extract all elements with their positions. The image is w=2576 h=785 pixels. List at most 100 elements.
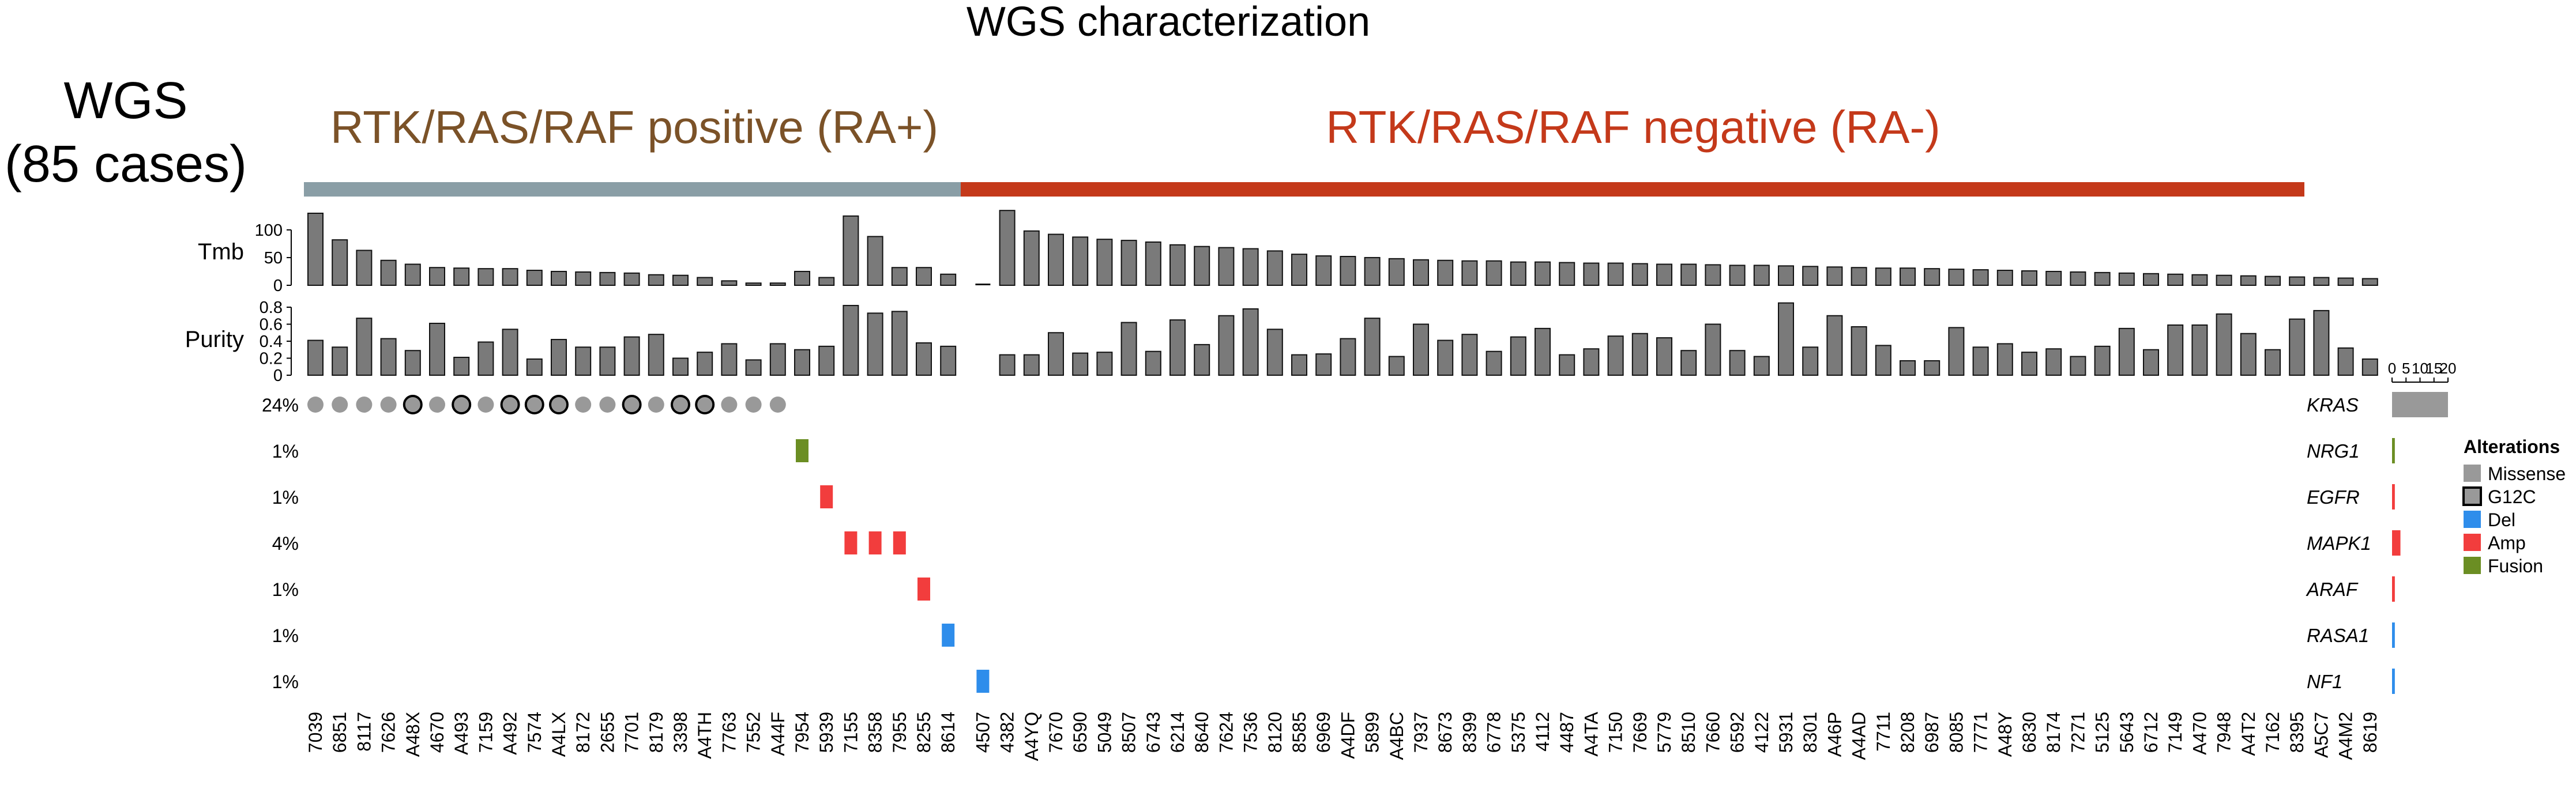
cohort-label-line1: WGS <box>64 72 188 130</box>
tmb-bar <box>1729 265 1746 286</box>
g12c-marker <box>524 395 544 414</box>
purity-bar <box>1631 333 1648 376</box>
purity-bar <box>2337 347 2354 376</box>
sample-label: A46P <box>1824 712 1845 757</box>
purity-bar <box>1583 348 1600 376</box>
sample-label: 5939 <box>816 712 837 753</box>
tmb-bar <box>307 213 324 286</box>
tmb-bar <box>1461 260 1478 286</box>
gene-percent-label: 1% <box>272 487 299 508</box>
purity-bar <box>1510 336 1526 376</box>
purity-bar <box>794 349 810 376</box>
tmb-bar <box>1486 260 1502 286</box>
tmb-bar <box>404 263 421 286</box>
legend-label-fusion: Fusion <box>2488 556 2543 576</box>
sample-label: 7626 <box>378 712 399 753</box>
purity-bar <box>1948 327 1965 376</box>
purity-bar <box>1388 356 1405 376</box>
tmb-bar <box>551 270 567 286</box>
missense-marker <box>356 397 373 413</box>
sample-label: 8619 <box>2360 712 2381 753</box>
sample-label: A4AD <box>1849 712 1870 760</box>
sample-label: 8510 <box>1678 712 1699 753</box>
purity-bar <box>1535 327 1551 376</box>
sample-label: 8358 <box>865 712 886 753</box>
sample-label: A492 <box>500 712 521 755</box>
purity-bar <box>1218 315 1235 376</box>
sample-label: 3398 <box>670 712 691 753</box>
gene-name-label: NF1 <box>2307 671 2342 692</box>
tmb-bar <box>599 271 616 286</box>
purity-axis: 00.20.40.60.8 <box>260 299 292 385</box>
purity-bar <box>1291 354 1307 376</box>
purity-bar <box>1559 354 1575 376</box>
g12c-marker <box>452 395 472 414</box>
count-axis-tick-label: 0 <box>2388 360 2396 377</box>
tmb-bar <box>940 273 957 286</box>
tmb-bar <box>1169 244 1186 286</box>
sample-label: 8255 <box>913 712 934 753</box>
tmb-bar <box>477 268 494 286</box>
tmb-bar <box>526 270 543 286</box>
gene-count-bar <box>2392 392 2448 417</box>
purity-bar <box>1924 360 1941 376</box>
tmb-bar <box>2313 277 2330 286</box>
purity-bar <box>1996 343 2013 376</box>
sample-label: 7039 <box>305 712 326 753</box>
gene-percent-label: 1% <box>272 441 299 462</box>
purity-bar <box>2240 333 2257 376</box>
tmb-bar <box>1778 265 1794 286</box>
purity-bar <box>648 334 664 376</box>
legend-swatch-missense <box>2464 465 2481 482</box>
sample-label: A48Y <box>1995 712 2015 757</box>
legend-label-missense: Missense <box>2488 463 2566 484</box>
tmb-bar <box>1996 270 2013 286</box>
purity-bar <box>818 345 835 376</box>
purity-bar <box>1486 350 1502 376</box>
missense-marker <box>307 397 324 413</box>
tmb-bar <box>1218 247 1235 286</box>
sample-label: A4T2 <box>2238 712 2259 756</box>
tmb-bar <box>1753 265 1770 286</box>
sample-label: 8174 <box>2043 712 2064 753</box>
tmb-bar <box>1826 266 1843 286</box>
del-marker <box>976 670 990 693</box>
tmb-track-label: Tmb <box>198 239 244 265</box>
purity-bar <box>2313 310 2330 376</box>
sample-label: 8085 <box>1946 712 1966 753</box>
purity-bar <box>477 341 494 376</box>
sample-label: 8301 <box>1800 712 1821 753</box>
tmb-bar <box>1583 262 1600 286</box>
purity-bar <box>1364 318 1381 376</box>
count-axis-tick-label: 10 <box>2412 360 2428 377</box>
purity-bar <box>2143 349 2159 376</box>
sample-label: 6590 <box>1070 712 1090 753</box>
tmb-bar <box>1266 250 1283 286</box>
purity-bar <box>356 318 373 376</box>
tmb-bar <box>2265 275 2281 286</box>
sample-label: 5049 <box>1094 712 1115 753</box>
purity-bar <box>1753 356 1770 376</box>
purity-bar <box>843 305 859 376</box>
tmb-bar <box>1559 262 1575 286</box>
tmb-bar <box>1948 269 1965 286</box>
purity-bar <box>1437 339 1454 376</box>
missense-marker <box>721 397 738 413</box>
g12c-marker <box>549 395 569 414</box>
gene-percent-label: 24% <box>262 395 299 416</box>
gene-percent-label: 1% <box>272 579 299 600</box>
gene-rows: 24% KRAS 1% NRG1 1% EGFR 4% MAPK1 1% ARAF 1% RASA1 1… <box>262 394 2371 693</box>
tmb-bar <box>2289 276 2306 286</box>
legend-swatch-amp <box>2464 534 2481 551</box>
sample-label: 6830 <box>2019 712 2040 753</box>
missense-marker <box>769 397 786 413</box>
purity-bar <box>867 312 883 376</box>
purity-bar <box>1048 332 1064 376</box>
purity-bar <box>999 354 1016 376</box>
sample-label: A4BC <box>1386 712 1407 760</box>
purity-tick-label: 0.2 <box>260 350 283 368</box>
sample-label: 7162 <box>2262 712 2283 753</box>
tmb-bar <box>794 270 810 286</box>
sample-label: A4TA <box>1581 711 1601 756</box>
